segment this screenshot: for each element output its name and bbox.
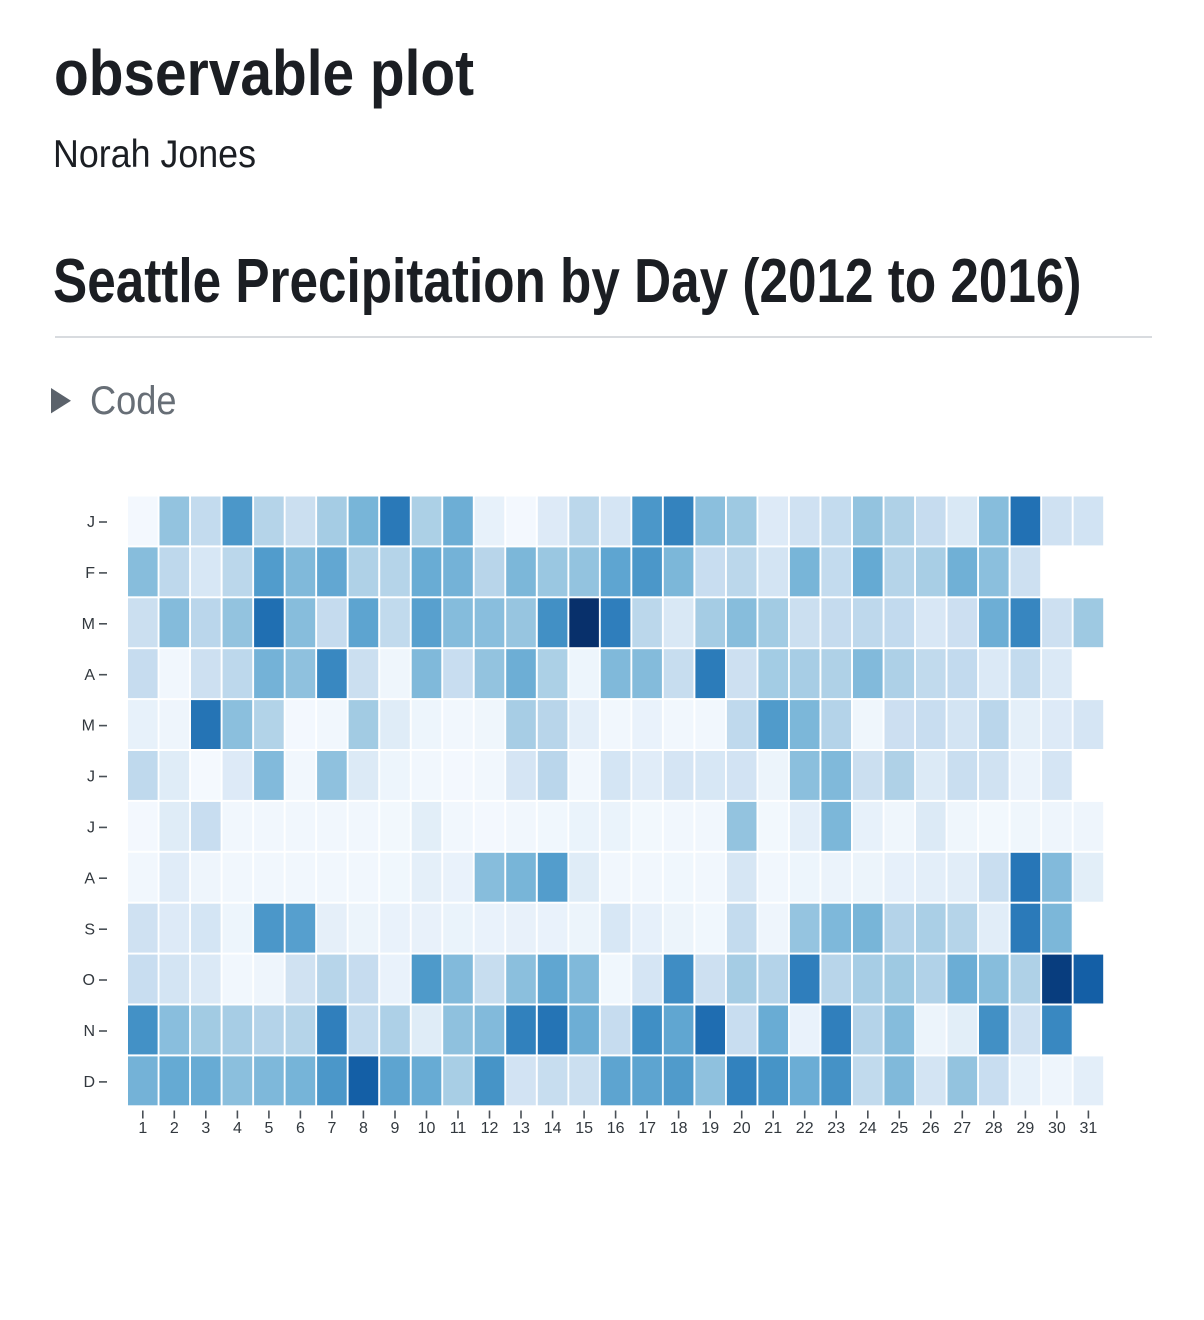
svg-text:O: O: [83, 972, 95, 989]
svg-text:28: 28: [985, 1120, 1003, 1137]
svg-text:21: 21: [764, 1120, 782, 1137]
svg-text:A: A: [84, 667, 95, 684]
svg-text:2: 2: [170, 1120, 179, 1137]
svg-text:17: 17: [638, 1120, 656, 1137]
svg-text:M: M: [82, 718, 95, 735]
svg-text:31: 31: [1080, 1120, 1098, 1137]
svg-text:J: J: [87, 514, 95, 531]
svg-text:S: S: [84, 921, 95, 938]
svg-text:8: 8: [359, 1120, 368, 1137]
svg-text:9: 9: [391, 1120, 400, 1137]
svg-text:J: J: [87, 820, 95, 837]
svg-text:23: 23: [827, 1120, 845, 1137]
svg-text:F: F: [85, 565, 95, 582]
svg-text:26: 26: [922, 1120, 940, 1137]
svg-text:18: 18: [670, 1120, 688, 1137]
svg-text:16: 16: [607, 1120, 625, 1137]
svg-text:19: 19: [701, 1120, 719, 1137]
svg-text:25: 25: [890, 1120, 908, 1137]
svg-text:12: 12: [481, 1120, 499, 1137]
svg-text:1: 1: [138, 1120, 147, 1137]
svg-text:A: A: [84, 870, 95, 887]
svg-text:29: 29: [1017, 1120, 1035, 1137]
svg-text:J: J: [87, 769, 95, 786]
svg-text:15: 15: [575, 1120, 593, 1137]
svg-text:10: 10: [418, 1120, 436, 1137]
svg-text:7: 7: [327, 1120, 336, 1137]
svg-text:4: 4: [233, 1120, 242, 1137]
svg-text:14: 14: [544, 1120, 562, 1137]
svg-text:27: 27: [953, 1120, 971, 1137]
svg-text:30: 30: [1048, 1120, 1066, 1137]
svg-text:3: 3: [201, 1120, 210, 1137]
svg-text:22: 22: [796, 1120, 814, 1137]
svg-text:20: 20: [733, 1120, 751, 1137]
svg-text:N: N: [83, 1023, 95, 1040]
svg-text:11: 11: [450, 1120, 467, 1137]
svg-text:D: D: [83, 1074, 95, 1091]
svg-text:13: 13: [512, 1120, 530, 1137]
svg-text:5: 5: [264, 1120, 273, 1137]
svg-text:6: 6: [296, 1120, 305, 1137]
svg-text:24: 24: [859, 1120, 877, 1137]
svg-text:M: M: [82, 616, 95, 633]
